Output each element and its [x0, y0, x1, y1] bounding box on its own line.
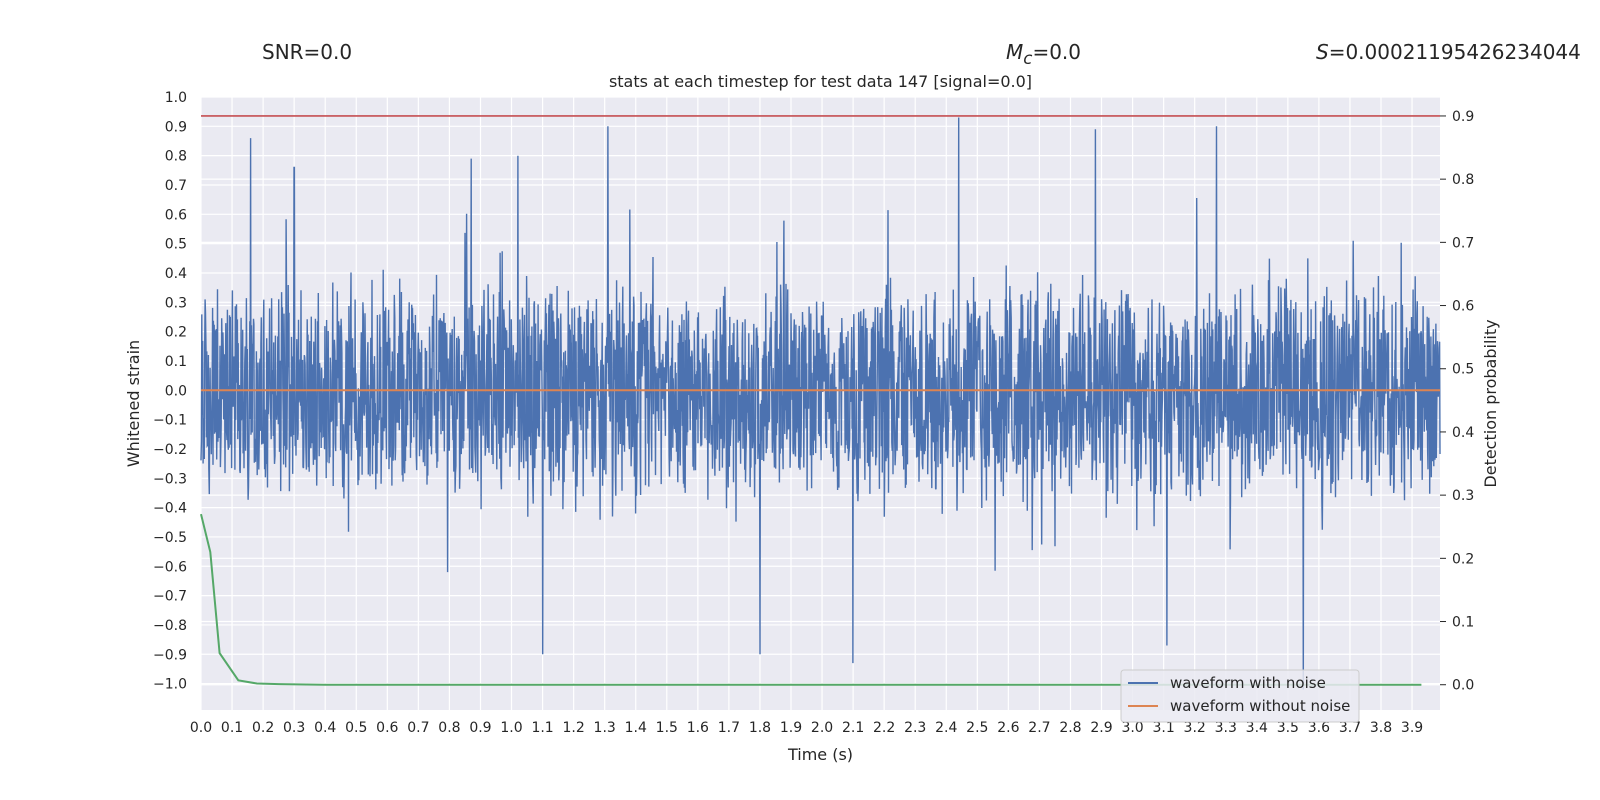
detection-probability-line [200, 513, 1422, 686]
x-tick-label: 2.5 [966, 720, 988, 736]
x-tick-label: 1.8 [749, 720, 771, 736]
x-tick-label: 3.0 [1121, 720, 1143, 736]
s-statistic-value: =0.00021195426234044 [1328, 40, 1581, 64]
y2-axis-label: Detection probability [1481, 319, 1500, 487]
x-tick-label: 3.4 [1246, 720, 1268, 736]
x-tick-label: 2.2 [873, 720, 895, 736]
x-tick-label: 0.6 [376, 720, 398, 736]
y2-tick-label: 0.2 [1452, 551, 1474, 567]
y-tick-label: −0.5 [153, 530, 187, 546]
grid-lines [200, 96, 1440, 710]
x-tick-label: 1.0 [500, 720, 522, 736]
x-tick-label: 1.6 [687, 720, 709, 736]
x-tick-label: 2.1 [842, 720, 864, 736]
y-tick-label: 0.0 [165, 383, 187, 399]
y-tick-label: −0.3 [153, 471, 187, 487]
x-tick-label: 1.9 [780, 720, 802, 736]
y2-tick-label: 0.9 [1452, 109, 1474, 125]
y-tick-label: 1.0 [165, 90, 187, 106]
legend-label-noisy: waveform with noise [1170, 674, 1326, 692]
y-tick-label: −1.0 [153, 677, 187, 693]
legend: waveform with noise waveform without noi… [1120, 669, 1360, 723]
x-tick-label: 3.5 [1277, 720, 1299, 736]
noisy-waveform-line [200, 117, 1441, 690]
y2-tick-label: 0.0 [1452, 678, 1474, 694]
x-tick-label: 0.3 [283, 720, 305, 736]
x-tick-label: 0.5 [345, 720, 367, 736]
y-tick-label: 0.7 [165, 178, 187, 194]
x-tick-label: 3.6 [1308, 720, 1330, 736]
x-tick-label: 0.9 [469, 720, 491, 736]
y-tick-label: 0.1 [165, 354, 187, 370]
x-tick-label: 3.9 [1401, 720, 1423, 736]
s-statistic-symbol: S [1316, 40, 1329, 64]
x-tick-label: 3.7 [1339, 720, 1361, 736]
x-tick-label: 2.6 [997, 720, 1019, 736]
y2-tick-label: 0.1 [1452, 615, 1474, 631]
y2-tick-label: 0.4 [1452, 425, 1474, 441]
y-tick-label: −0.8 [153, 618, 187, 634]
y2-tick-label: 0.8 [1452, 172, 1474, 188]
chart-title: stats at each timestep for test data 147… [609, 72, 1032, 91]
legend-box [1120, 669, 1360, 723]
y-tick-label: −0.2 [153, 442, 187, 458]
x-tick-label: 1.5 [656, 720, 678, 736]
y-tick-label: 0.3 [165, 295, 187, 311]
y-tick-label: −0.6 [153, 559, 187, 575]
x-tick-label: 3.2 [1184, 720, 1206, 736]
legend-label-clean: waveform without noise [1170, 697, 1350, 715]
x-tick-label: 3.1 [1152, 720, 1174, 736]
y-tick-label: 0.9 [165, 119, 187, 135]
x-tick-label: 2.9 [1090, 720, 1112, 736]
y-tick-label: −0.7 [153, 589, 187, 605]
x-tick-label: 0.7 [407, 720, 429, 736]
x-tick-label: 1.1 [531, 720, 553, 736]
snr-label: SNR=0.0 [262, 40, 353, 64]
y2-tick-label: 0.3 [1452, 488, 1474, 504]
y2-tick-label: 0.5 [1452, 362, 1474, 378]
chirp-mass-label: Mc=0.0 [1006, 40, 1081, 68]
y-tick-label: 0.4 [165, 266, 187, 282]
y-tick-label: 0.5 [165, 237, 187, 253]
chirp-mass-subscript: c [1023, 49, 1033, 68]
overlay-series [200, 115, 1440, 686]
x-tick-label: 0.2 [252, 720, 274, 736]
x-tick-label: 3.3 [1215, 720, 1237, 736]
y2-tick-label: 0.6 [1452, 299, 1474, 315]
x-tick-label: 0.1 [221, 720, 243, 736]
x-tick-label: 1.4 [625, 720, 647, 736]
x-tick-label: 0.8 [438, 720, 460, 736]
x-tick-label: 3.8 [1370, 720, 1392, 736]
y-tick-label: 0.8 [165, 149, 187, 165]
x-tick-label: 2.3 [904, 720, 926, 736]
y-tick-label: 0.2 [165, 325, 187, 341]
tick-labels: 0.0 0.1 0.2 0.3 0.4 0.5 0.6 0.7 0.8 0.9 1.0 1.1 1.2 1… [153, 90, 1474, 736]
y-tick-label: −0.1 [153, 413, 187, 429]
y-tick-label: 0.6 [165, 207, 187, 223]
y-tick-label: −0.9 [153, 647, 187, 663]
x-tick-label: 1.7 [718, 720, 740, 736]
y-tick-label: −0.4 [153, 501, 187, 517]
x-tick-label: 0.4 [314, 720, 336, 736]
chirp-mass-symbol: M [1006, 40, 1024, 64]
x-axis-label: Time (s) [787, 745, 853, 764]
chirp-mass-value: =0.0 [1032, 40, 1082, 64]
x-tick-label: 2.8 [1059, 720, 1081, 736]
x-tick-label: 2.7 [1028, 720, 1050, 736]
x-tick-label: 0.0 [190, 720, 212, 736]
x-tick-label: 2.0 [811, 720, 833, 736]
y-axis-label: Whitened strain [124, 340, 143, 467]
s-statistic-label: S=0.00021195426234044 [1316, 40, 1581, 64]
x-tick-label: 1.2 [562, 720, 584, 736]
y2-tick-label: 0.7 [1452, 235, 1474, 251]
noisy-waveform-series [200, 117, 1441, 690]
x-tick-label: 1.3 [594, 720, 616, 736]
x-tick-label: 2.4 [935, 720, 957, 736]
